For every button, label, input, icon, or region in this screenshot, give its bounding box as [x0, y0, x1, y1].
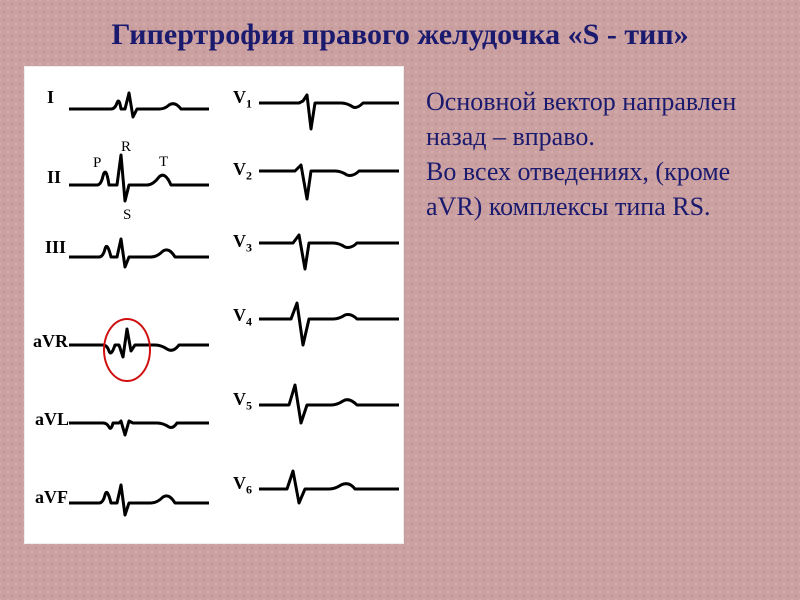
annotation-R: R [121, 139, 131, 156]
ecg-wave-V1 [259, 73, 399, 133]
ecg-wave-V2 [259, 143, 399, 203]
slide-title: Гипертрофия правого желудочка «S - тип» [24, 18, 776, 52]
ecg-wave-III [69, 219, 209, 279]
description-text: Основной вектор направлен назад – вправо… [426, 66, 776, 224]
ecg-wave-aVL [69, 391, 209, 451]
ecg-wave-V6 [259, 457, 399, 517]
content-row: IIIIIIaVRaVLaVFV1V2V3V4V5V6PRST Основной… [24, 66, 776, 544]
lead-label-V3: V3 [233, 231, 252, 256]
annotation-T: T [159, 154, 168, 171]
ecg-wave-I [69, 73, 209, 133]
annotation-P: P [93, 155, 101, 172]
lead-label-I: I [47, 87, 54, 108]
ecg-wave-aVF [69, 467, 209, 527]
lead-label-V5: V5 [233, 389, 252, 414]
lead-label-II: II [47, 167, 61, 188]
ecg-wave-V4 [259, 289, 399, 349]
ecg-wave-V3 [259, 215, 399, 275]
lead-label-aVL: aVL [35, 409, 69, 430]
lead-label-aVF: aVF [35, 487, 68, 508]
lead-label-aVR: aVR [33, 331, 68, 352]
ecg-panel: IIIIIIaVRaVLaVFV1V2V3V4V5V6PRST [24, 66, 404, 544]
highlight-circle [103, 318, 151, 382]
lead-label-V4: V4 [233, 305, 252, 330]
lead-label-V6: V6 [233, 473, 252, 498]
lead-label-III: III [45, 237, 66, 258]
lead-label-V1: V1 [233, 87, 252, 112]
lead-label-V2: V2 [233, 159, 252, 184]
ecg-wave-II [69, 149, 209, 209]
annotation-S: S [123, 207, 131, 224]
ecg-wave-V5 [259, 373, 399, 433]
